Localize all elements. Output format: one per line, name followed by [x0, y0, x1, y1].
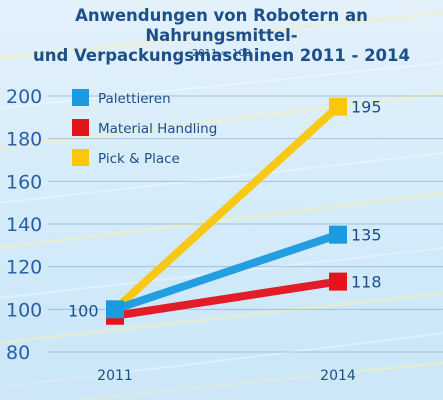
legend-label: Material Handling: [98, 121, 217, 137]
end-value-label: 118: [351, 273, 382, 292]
legend-label: Palettieren: [98, 91, 171, 107]
end-value-label: 195: [351, 98, 382, 117]
data-point-marker: [329, 97, 347, 116]
x-tick-label: 2014: [320, 368, 356, 384]
chart-title-line-1: Anwendungen von Robotern an Nahrungsmitt…: [75, 6, 368, 45]
chart-title-line-2: und Verpackungsmaschinen 2011 - 2014: [32, 46, 410, 65]
legend-swatch: [72, 149, 89, 166]
series-line: [111, 277, 342, 320]
y-tick-label: 160: [6, 171, 42, 193]
y-tick-label: 120: [6, 257, 42, 279]
legend-swatch: [72, 89, 89, 106]
y-tick-label: 180: [6, 129, 42, 151]
chart-title: Anwendungen von Robotern an Nahrungsmitt…: [0, 6, 443, 66]
series-line: [111, 230, 342, 314]
start-value-label: 100: [68, 301, 99, 320]
series-line: [111, 102, 342, 314]
y-tick-label: 140: [6, 214, 42, 236]
y-tick-label: 80: [6, 342, 30, 364]
data-point-marker: [106, 300, 124, 319]
chart-subtitle: 2011 = 100: [191, 48, 252, 59]
data-point-marker: [329, 225, 347, 244]
legend-swatch: [72, 119, 89, 136]
y-tick-label: 100: [6, 299, 42, 321]
y-tick-label: 200: [6, 86, 42, 108]
data-point-marker: [329, 272, 347, 291]
x-tick-label: 2011: [97, 368, 133, 384]
legend-label: Pick & Place: [98, 151, 180, 167]
end-value-label: 135: [351, 226, 382, 245]
